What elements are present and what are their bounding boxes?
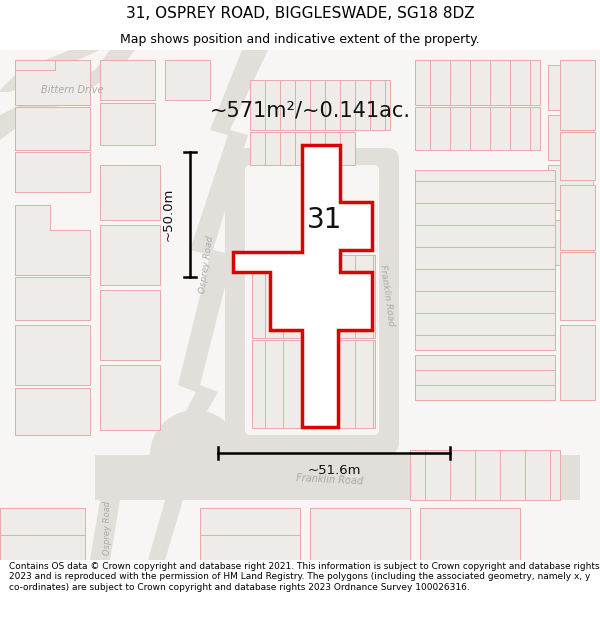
Text: ~571m²/~0.141ac.: ~571m²/~0.141ac. [209, 100, 410, 120]
Bar [15, 154, 90, 192]
Polygon shape [233, 145, 372, 427]
Text: 31: 31 [307, 206, 343, 234]
Bar [100, 225, 160, 285]
Polygon shape [560, 132, 595, 180]
Polygon shape [15, 277, 90, 320]
Text: Osprey Road: Osprey Road [199, 236, 215, 294]
Bar [548, 115, 593, 160]
FancyBboxPatch shape [245, 165, 379, 435]
Text: ~51.6m: ~51.6m [307, 464, 361, 478]
Polygon shape [252, 255, 375, 338]
Bar [0, 535, 85, 560]
Polygon shape [15, 107, 90, 150]
Polygon shape [15, 205, 90, 275]
Circle shape [150, 410, 240, 500]
Bar [100, 290, 160, 360]
Text: Franklin Road: Franklin Road [378, 264, 396, 326]
Bar [100, 165, 160, 220]
Polygon shape [90, 500, 120, 560]
Bar [15, 325, 90, 385]
Text: Map shows position and indicative extent of the property.: Map shows position and indicative extent… [120, 32, 480, 46]
Bar [310, 508, 410, 560]
Bar [100, 365, 160, 430]
Polygon shape [95, 455, 580, 500]
FancyBboxPatch shape [225, 148, 399, 454]
Polygon shape [560, 325, 595, 400]
Bar [100, 60, 155, 100]
Text: Franklin Road: Franklin Road [296, 473, 364, 487]
Bar [548, 165, 593, 210]
Polygon shape [125, 50, 268, 560]
Text: 31, OSPREY ROAD, BIGGLESWADE, SG18 8DZ: 31, OSPREY ROAD, BIGGLESWADE, SG18 8DZ [125, 6, 475, 21]
Bar [100, 103, 155, 145]
Polygon shape [0, 50, 100, 92]
Polygon shape [415, 170, 555, 350]
Bar [548, 65, 593, 110]
Bar [15, 388, 90, 435]
Bar [165, 60, 210, 100]
Text: ~50.0m: ~50.0m [161, 188, 175, 241]
Polygon shape [560, 252, 595, 320]
Polygon shape [560, 60, 595, 130]
Bar [15, 108, 90, 150]
Polygon shape [560, 185, 595, 250]
Polygon shape [252, 340, 375, 428]
Polygon shape [250, 132, 355, 165]
Bar [0, 508, 85, 560]
Polygon shape [415, 107, 540, 150]
Polygon shape [15, 152, 90, 192]
Bar [200, 535, 300, 560]
Bar [200, 508, 300, 560]
Polygon shape [0, 50, 135, 140]
Text: Bittern Drive: Bittern Drive [41, 85, 103, 95]
Polygon shape [250, 80, 390, 130]
Polygon shape [410, 450, 560, 500]
Polygon shape [15, 60, 90, 105]
Bar [420, 508, 520, 560]
Bar [548, 220, 593, 265]
Polygon shape [415, 60, 540, 105]
Text: Osprey Road: Osprey Road [104, 501, 113, 555]
Bar [415, 355, 555, 400]
Text: Contains OS data © Crown copyright and database right 2021. This information is : Contains OS data © Crown copyright and d… [9, 562, 599, 592]
Bar [15, 60, 90, 105]
